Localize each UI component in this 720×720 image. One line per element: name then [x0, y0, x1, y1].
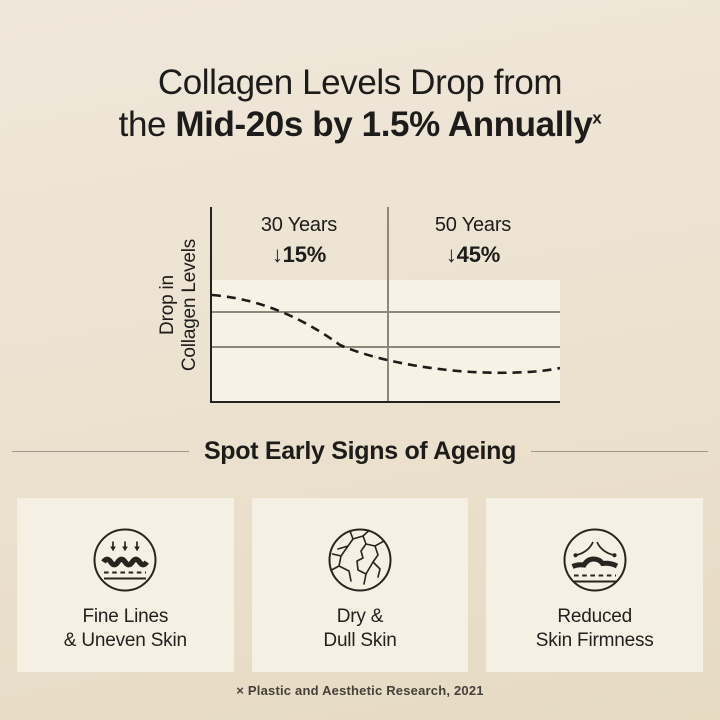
- annotation-50-years: 50 Years ↓45%: [386, 214, 560, 268]
- page-title: Collagen Levels Drop from the Mid-20s by…: [0, 62, 720, 146]
- card-dry-dull-skin: Dry & Dull Skin: [251, 498, 469, 672]
- annotation-50-years-value: ↓45%: [445, 242, 501, 267]
- section-heading: Spot Early Signs of Ageing: [0, 437, 720, 466]
- skin-firmness-icon: [563, 528, 627, 592]
- y-axis-label-wrap: Drop in Collagen Levels: [150, 207, 208, 403]
- annotation-30-years: 30 Years ↓15%: [212, 214, 386, 268]
- title-line2-regular: the: [118, 105, 176, 144]
- title-footnote-marker: x: [592, 108, 602, 128]
- horizontal-gridline-1: [212, 311, 560, 313]
- vertical-divider-line: [387, 207, 389, 401]
- card-reduced-firmness-label-line1: Reduced: [557, 606, 632, 627]
- section-heading-text: Spot Early Signs of Ageing: [203, 437, 517, 465]
- card-dry-dull-skin-label-line2: Dull Skin: [323, 629, 397, 651]
- card-reduced-firmness: Reduced Skin Firmness: [486, 498, 704, 672]
- card-fine-lines-label: Fine Lines & Uneven Skin: [64, 605, 187, 653]
- source-footnote: × Plastic and Aesthetic Research, 2021: [236, 683, 484, 698]
- card-fine-lines: Fine Lines & Uneven Skin: [17, 498, 234, 672]
- heading-rule-right: [531, 451, 709, 452]
- card-reduced-firmness-label-line2: Skin Firmness: [535, 629, 654, 651]
- title-line-1: Collagen Levels Drop from: [157, 63, 563, 102]
- signs-cards-row: Fine Lines & Uneven Skin: [17, 498, 704, 672]
- horizontal-gridline-2: [212, 346, 560, 348]
- fine-lines-icon: [93, 528, 157, 592]
- card-reduced-firmness-label: Reduced Skin Firmness: [536, 605, 654, 653]
- collagen-decline-dashed-curve: [212, 293, 560, 375]
- annotation-30-years-value: ↓15%: [271, 242, 327, 267]
- y-axis-label-line1: Drop in: [156, 275, 178, 335]
- title-line2-bold: Mid-20s by 1.5% Annually: [175, 105, 593, 144]
- heading-rule-left: [12, 451, 189, 452]
- card-dry-dull-skin-label-line1: Dry &: [336, 606, 384, 627]
- annotation-30-years-label: 30 Years: [260, 214, 338, 236]
- card-fine-lines-label-line2: & Uneven Skin: [63, 629, 187, 651]
- annotation-50-years-label: 50 Years: [434, 214, 512, 236]
- collagen-drop-chart: 30 Years ↓15% 50 Years ↓45%: [210, 207, 560, 403]
- card-fine-lines-label-line1: Fine Lines: [82, 606, 169, 627]
- y-axis-label-line2: Collagen Levels: [179, 238, 200, 372]
- title-line-2: the Mid-20s by 1.5% Annuallyx: [0, 104, 720, 146]
- card-dry-dull-skin-label: Dry & Dull Skin: [323, 605, 396, 653]
- cracked-skin-icon: [328, 528, 392, 592]
- y-axis-label: Drop in Collagen Levels: [157, 207, 201, 403]
- chart-annotations: 30 Years ↓15% 50 Years ↓45%: [212, 214, 560, 268]
- plot-background: [212, 280, 560, 401]
